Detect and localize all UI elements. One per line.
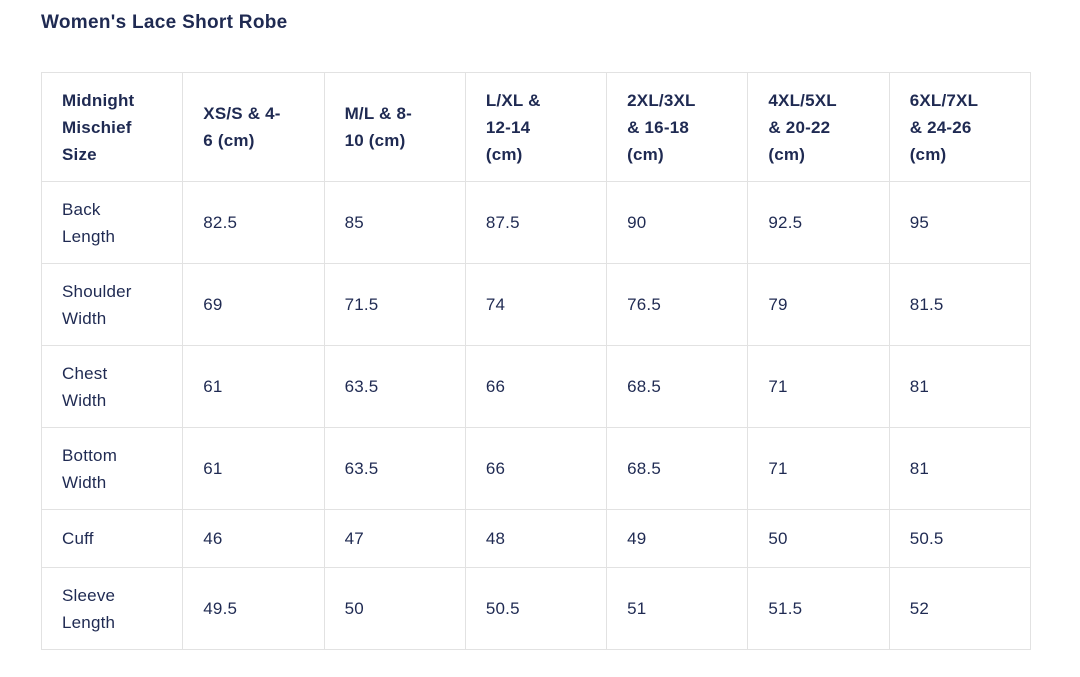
size-value-cell: 50 <box>323 567 466 650</box>
row-label: Shoulder Width <box>40 263 184 346</box>
table-row-sleeve-length: Sleeve Length 49.5 50 50.5 51 51.5 52 <box>40 567 1032 650</box>
size-value-cell: 87.5 <box>464 181 608 264</box>
size-value-cell: 61 <box>182 345 325 428</box>
size-value-cell: 85 <box>323 181 466 264</box>
column-header-xs-s: XS/S & 4- 6 (cm) <box>182 72 325 182</box>
row-label: Bottom Width <box>40 427 184 510</box>
row-label: Chest Width <box>40 345 184 428</box>
size-value-cell: 66 <box>464 427 608 510</box>
size-value-cell: 71.5 <box>323 263 466 346</box>
size-value-cell: 68.5 <box>606 427 749 510</box>
column-header-4xl-5xl: 4XL/5XL & 20-22 (cm) <box>747 72 890 182</box>
size-value-cell: 51.5 <box>747 567 890 650</box>
table-row-bottom-width: Bottom Width 61 63.5 66 68.5 71 81 <box>40 427 1032 510</box>
size-value-cell: 52 <box>888 567 1032 650</box>
size-value-cell: 71 <box>747 345 890 428</box>
table-row-chest-width: Chest Width 61 63.5 66 68.5 71 81 <box>40 345 1032 428</box>
size-value-cell: 81 <box>888 345 1032 428</box>
size-value-cell: 48 <box>464 509 608 568</box>
column-header-6xl-7xl: 6XL/7XL & 24-26 (cm) <box>888 72 1032 182</box>
size-value-cell: 49.5 <box>182 567 325 650</box>
size-value-cell: 46 <box>182 509 325 568</box>
size-value-cell: 81.5 <box>888 263 1032 346</box>
size-value-cell: 66 <box>464 345 608 428</box>
size-value-cell: 95 <box>888 181 1032 264</box>
row-label: Back Length <box>40 181 184 264</box>
table-row-cuff: Cuff 46 47 48 49 50 50.5 <box>40 509 1032 568</box>
size-value-cell: 63.5 <box>323 345 466 428</box>
column-header-2xl-3xl: 2XL/3XL & 16-18 (cm) <box>606 72 749 182</box>
size-value-cell: 69 <box>182 263 325 346</box>
size-value-cell: 81 <box>888 427 1032 510</box>
size-value-cell: 51 <box>606 567 749 650</box>
size-value-cell: 76.5 <box>606 263 749 346</box>
size-value-cell: 71 <box>747 427 890 510</box>
size-value-cell: 50.5 <box>888 509 1032 568</box>
header-row: Midnight Mischief Size XS/S & 4- 6 (cm) … <box>40 72 1032 182</box>
size-value-cell: 92.5 <box>747 181 890 264</box>
table-row-shoulder-width: Shoulder Width 69 71.5 74 76.5 79 81.5 <box>40 263 1032 346</box>
size-chart-table: Midnight Mischief Size XS/S & 4- 6 (cm) … <box>40 72 1032 650</box>
size-value-cell: 50.5 <box>464 567 608 650</box>
size-value-cell: 68.5 <box>606 345 749 428</box>
size-value-cell: 74 <box>464 263 608 346</box>
row-label: Sleeve Length <box>40 567 184 650</box>
size-value-cell: 49 <box>606 509 749 568</box>
size-value-cell: 50 <box>747 509 890 568</box>
page-title: Women's Lace Short Robe <box>41 12 288 33</box>
column-header-l-xl: L/XL & 12-14 (cm) <box>464 72 608 182</box>
size-value-cell: 90 <box>606 181 749 264</box>
size-value-cell: 61 <box>182 427 325 510</box>
table-row-back-length: Back Length 82.5 85 87.5 90 92.5 95 <box>40 181 1032 264</box>
size-value-cell: 63.5 <box>323 427 466 510</box>
size-value-cell: 47 <box>323 509 466 568</box>
column-header-size-label: Midnight Mischief Size <box>40 72 184 182</box>
size-value-cell: 79 <box>747 263 890 346</box>
column-header-m-l: M/L & 8- 10 (cm) <box>323 72 466 182</box>
row-label: Cuff <box>40 509 184 568</box>
size-value-cell: 82.5 <box>182 181 325 264</box>
